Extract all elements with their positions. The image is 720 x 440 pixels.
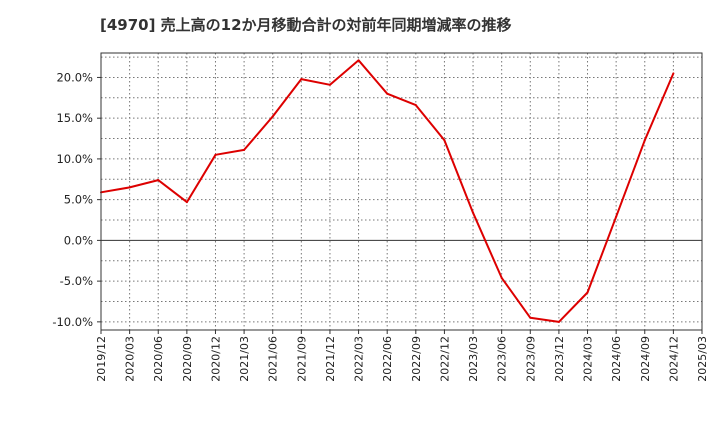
y-tick-label: -5.0% (60, 274, 93, 288)
x-tick-label: 2022/12 (438, 336, 451, 382)
x-tick-label: 2021/03 (238, 336, 251, 382)
x-tick-label: 2020/03 (124, 336, 137, 382)
x-tick-label: 2021/06 (267, 336, 280, 382)
data-point (328, 83, 331, 86)
data-point (357, 59, 360, 62)
y-axis-ticks: 20.0% 15.0% 10.0% 5.0% 0.0% -5.0% -10.0% (52, 70, 101, 329)
x-tick-label: 2021/12 (324, 336, 337, 382)
x-tick-label: 2020/06 (152, 336, 165, 382)
data-point (615, 215, 618, 218)
data-point (128, 186, 131, 189)
data-point (157, 179, 160, 182)
x-tick-label: 2025/03 (696, 336, 709, 382)
y-tick-label: 20.0% (56, 70, 93, 84)
data-point (586, 291, 589, 294)
x-tick-label: 2023/06 (496, 336, 509, 382)
y-tick-label: 15.0% (56, 111, 93, 125)
x-tick-label: 2023/09 (524, 336, 537, 382)
x-tick-label: 2024/06 (610, 336, 623, 382)
x-tick-label: 2023/03 (467, 336, 480, 382)
grid (100, 53, 703, 330)
x-axis-ticks: 2019/12 2020/03 2020/06 2020/09 2020/12 2021/… (95, 330, 709, 382)
series-line (100, 59, 675, 323)
x-tick-label: 2022/03 (353, 336, 366, 382)
y-tick-label: 10.0% (56, 152, 93, 166)
data-point (414, 104, 417, 107)
chart-title: [4970] 売上高の12か月移動合計の対前年同期増減率の推移 (100, 16, 512, 34)
x-tick-label: 2022/06 (381, 336, 394, 382)
x-tick-label: 2023/12 (553, 336, 566, 382)
data-point (386, 92, 389, 95)
data-point (214, 153, 217, 156)
x-tick-label: 2020/12 (209, 336, 222, 382)
x-tick-label: 2024/09 (639, 336, 652, 382)
y-tick-label: 5.0% (64, 193, 93, 207)
data-point (243, 148, 246, 151)
x-tick-label: 2021/09 (295, 336, 308, 382)
x-tick-label: 2024/12 (667, 336, 680, 382)
data-point (529, 316, 532, 319)
y-tick-label: -10.0% (52, 315, 93, 329)
x-tick-label: 2024/03 (582, 336, 595, 382)
data-point (271, 115, 274, 118)
data-point (557, 320, 560, 323)
data-point (185, 201, 188, 204)
plot-frame (100, 52, 703, 331)
data-point (672, 72, 675, 75)
data-point (443, 139, 446, 142)
x-tick-label: 2022/09 (410, 336, 423, 382)
x-tick-label: 2019/12 (95, 336, 108, 382)
data-point (300, 78, 303, 81)
y-tick-label: 0.0% (64, 233, 93, 247)
data-point (500, 276, 503, 279)
x-tick-label: 2020/09 (181, 336, 194, 382)
data-point (472, 211, 475, 214)
data-point (643, 139, 646, 142)
series-line-layer (100, 59, 675, 323)
